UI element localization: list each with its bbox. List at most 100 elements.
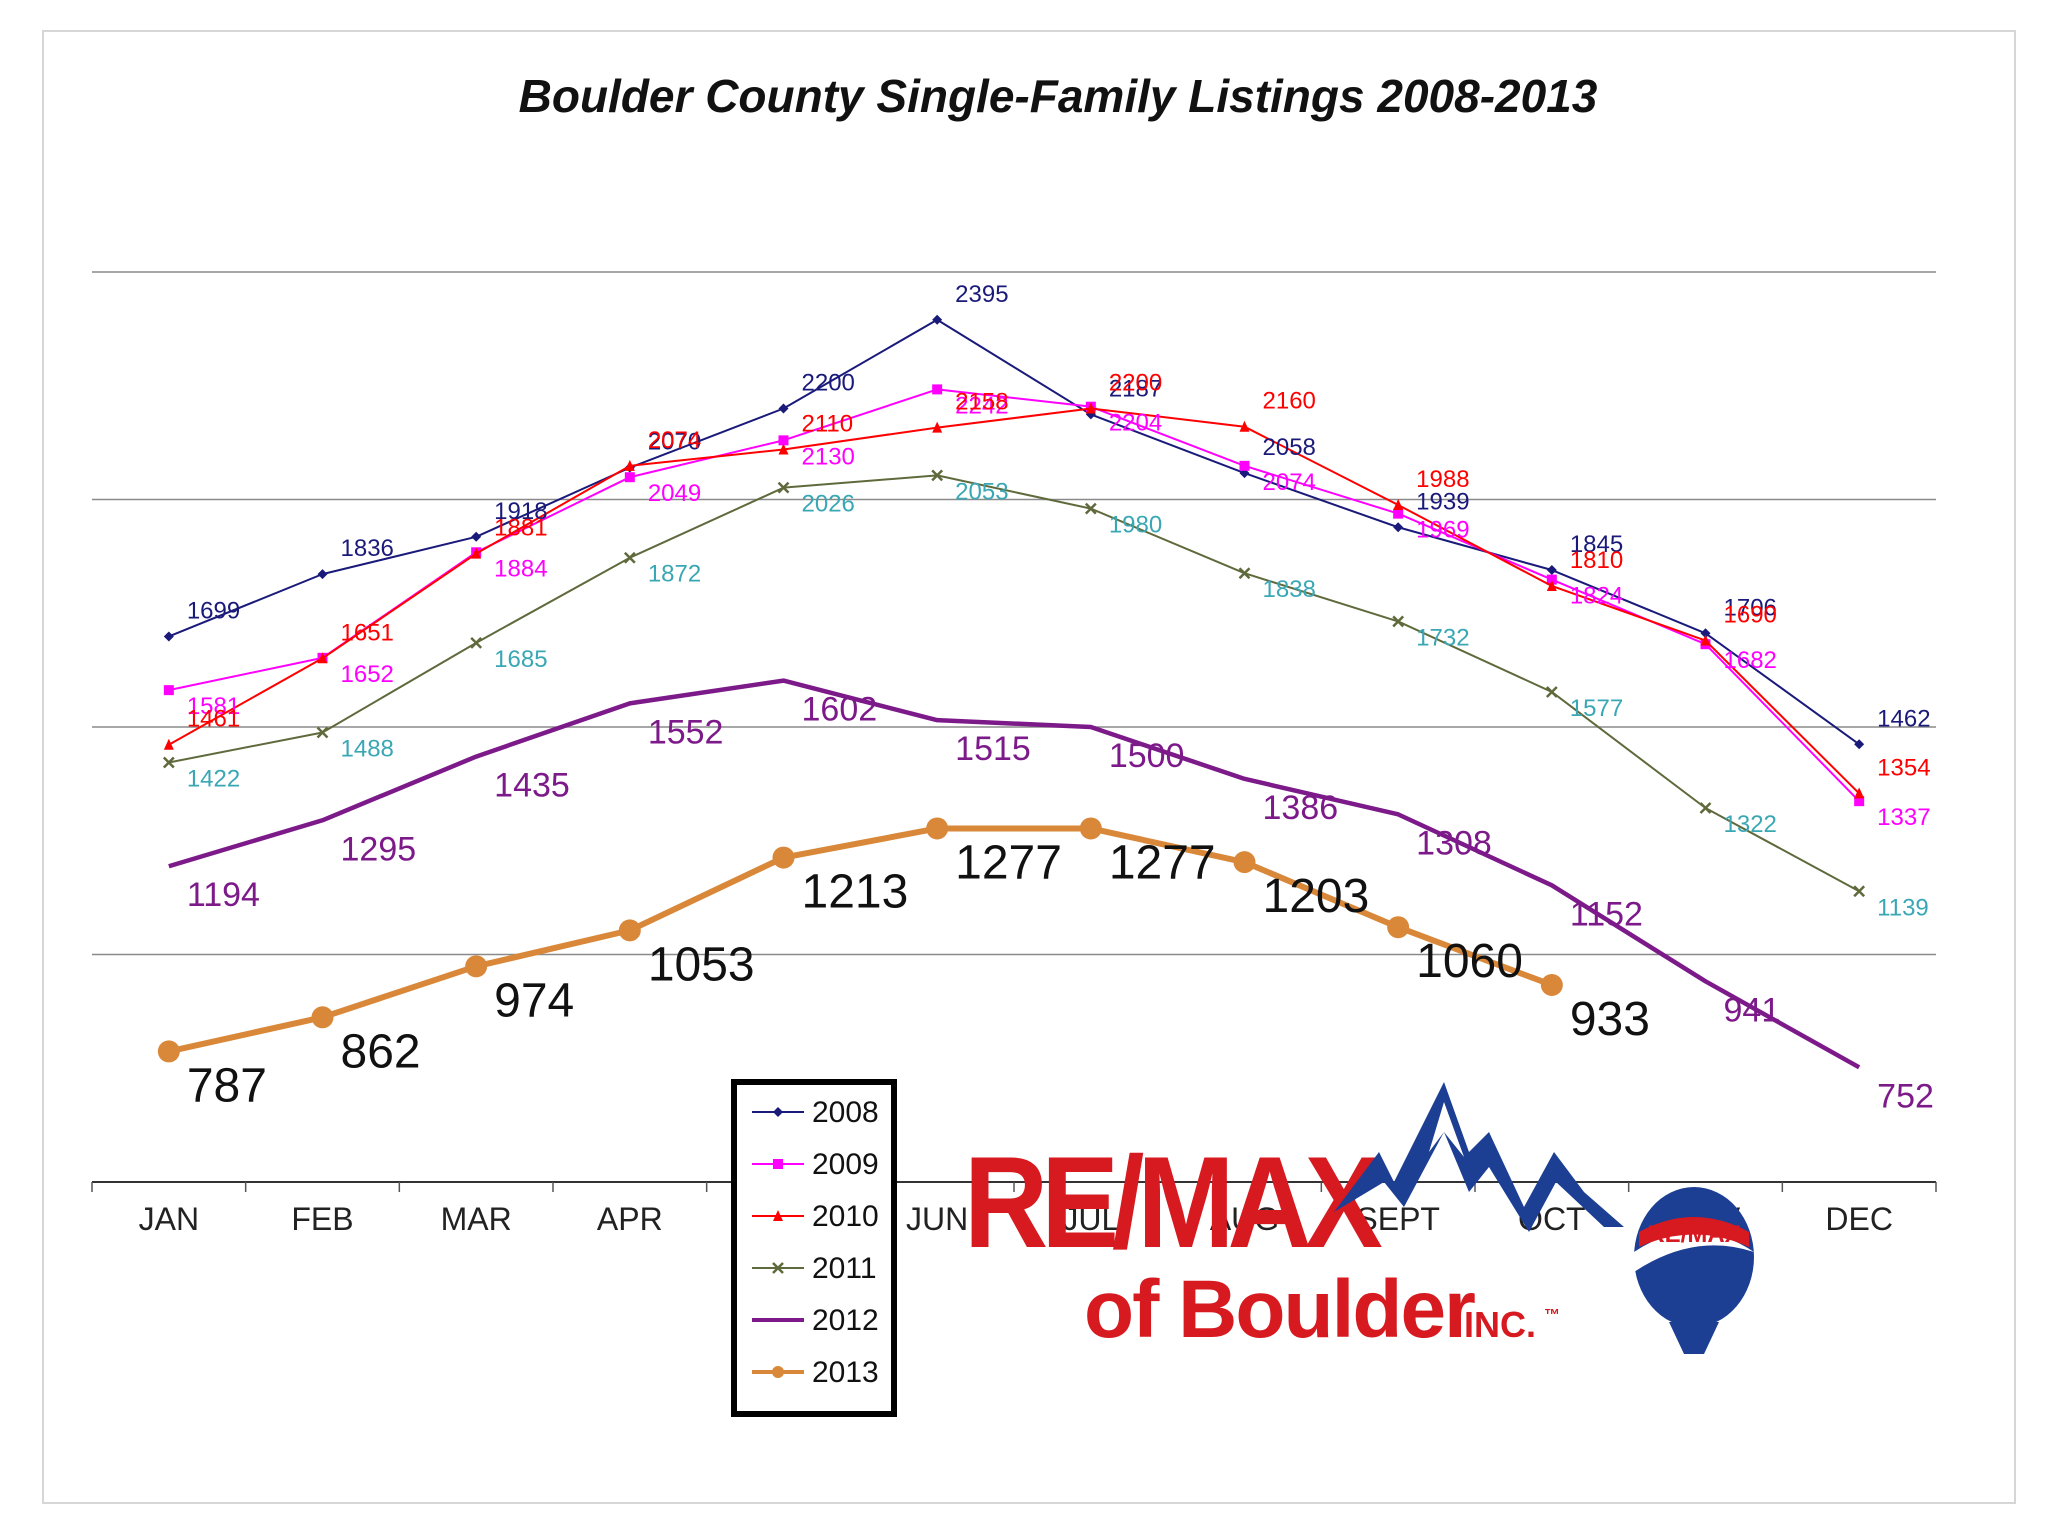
balloon-red-band-icon — [1639, 1217, 1749, 1247]
data-point-marker — [1854, 787, 1865, 799]
data-point-marker — [1084, 502, 1097, 515]
data-label: 1577 — [1570, 695, 1623, 722]
logo-trademark-text: ™ — [1544, 1307, 1560, 1324]
data-label: 1194 — [187, 876, 260, 914]
series-line — [168, 825, 1553, 1055]
data-point-marker — [624, 472, 635, 483]
data-label: 1810 — [1570, 547, 1623, 574]
legend-item: 2013 — [752, 1356, 879, 1389]
data-label: 1602 — [802, 691, 878, 729]
legend-item: 2012 — [752, 1304, 879, 1337]
x-tick-label: DEC — [1825, 1201, 1893, 1237]
data-label: 2130 — [802, 443, 855, 470]
data-point-marker — [772, 846, 795, 869]
line-chart: Boulder County Single-Family Listings 20… — [91, 70, 1937, 1417]
series-2010 — [163, 402, 1865, 799]
x-tick-label: MAR — [441, 1201, 512, 1237]
data-point-marker — [773, 1107, 783, 1117]
series-line — [168, 678, 1861, 1070]
data-label: 2158 — [955, 389, 1008, 416]
legend-label: 2008 — [812, 1096, 879, 1129]
data-label: 1652 — [341, 661, 394, 688]
data-point-marker — [1079, 817, 1102, 840]
data-labels: 1699 1836 1918 2070 2200 2395 2187 2058 1939 1845… — [187, 281, 1934, 1116]
data-point-marker — [778, 403, 789, 414]
data-label: 1988 — [1416, 466, 1469, 493]
gridlines — [92, 271, 1936, 956]
data-point-marker — [1853, 885, 1866, 898]
data-point-marker — [163, 685, 174, 696]
data-point-marker — [1854, 796, 1865, 807]
data-point-marker — [317, 652, 328, 664]
data-label: 941 — [1724, 991, 1781, 1029]
data-label: 1152 — [1570, 895, 1643, 933]
x-tick-label: SEPT — [1356, 1201, 1440, 1237]
x-tick-label: JAN — [139, 1201, 199, 1237]
data-point-marker — [1239, 420, 1250, 432]
legend: 2008 2009 2010 2011 2012 2013 — [731, 1079, 897, 1417]
data-label: 1053 — [648, 938, 755, 991]
data-label: 1462 — [1877, 705, 1930, 732]
legend-item: 2010 — [752, 1200, 879, 1233]
data-point-marker — [931, 469, 944, 482]
data-label: 2074 — [1263, 469, 1316, 496]
data-point-marker — [778, 435, 789, 446]
data-point-marker — [470, 636, 483, 649]
series-2013 — [157, 817, 1563, 1063]
data-point-marker — [1387, 916, 1410, 939]
data-point-marker — [1085, 402, 1096, 414]
data-label: 1836 — [341, 535, 394, 562]
data-point-marker — [926, 817, 949, 840]
balloon-band-icon — [1634, 1232, 1754, 1272]
legend-item: 2008 — [752, 1096, 879, 1129]
chart-title: Boulder County Single-Family Listings 20… — [519, 70, 1598, 122]
data-point-marker — [1393, 522, 1404, 533]
legend-label: 2012 — [812, 1304, 879, 1337]
data-point-marker — [932, 384, 943, 395]
data-label: 1515 — [955, 730, 1031, 768]
data-label: 2395 — [955, 281, 1008, 308]
data-label: 1461 — [187, 706, 240, 733]
data-label: 1060 — [1416, 935, 1523, 988]
data-label: 1295 — [341, 830, 417, 868]
legend-label: 2011 — [812, 1252, 877, 1285]
data-label: 1213 — [802, 866, 909, 919]
data-label: 1838 — [1263, 576, 1316, 603]
data-point-marker — [1699, 802, 1712, 814]
data-point-marker — [1393, 498, 1404, 510]
data-point-marker — [932, 314, 943, 325]
series-2011 — [162, 469, 1866, 898]
data-point-marker — [772, 1262, 784, 1274]
data-point-marker — [772, 1366, 784, 1378]
data-label: 2187 — [1109, 375, 1162, 402]
legend-label: 2013 — [812, 1356, 879, 1389]
data-label: 933 — [1570, 993, 1650, 1046]
data-label: 1354 — [1877, 754, 1930, 781]
series-line — [168, 388, 1860, 802]
data-point-marker — [773, 1210, 783, 1221]
data-point-marker — [1854, 739, 1865, 750]
data-label: 1980 — [1109, 512, 1162, 539]
data-label: 1277 — [955, 836, 1062, 889]
legend-label: 2010 — [812, 1200, 879, 1233]
series-line — [168, 318, 1860, 746]
data-point-marker — [1392, 615, 1405, 628]
data-label: 1322 — [1724, 811, 1777, 838]
data-point-marker — [618, 919, 641, 942]
data-point-marker — [623, 551, 636, 564]
data-point-marker — [317, 569, 328, 580]
x-tick-label: APR — [597, 1201, 663, 1237]
data-label: 2070 — [648, 429, 701, 456]
logo-suffix-text: INC. — [1464, 1304, 1536, 1345]
data-point-marker — [471, 547, 482, 559]
data-point-marker — [1546, 565, 1557, 576]
data-label: 1651 — [341, 619, 394, 646]
data-label: 1845 — [1570, 531, 1623, 558]
data-label: 1939 — [1416, 488, 1469, 515]
x-tick-label: JUL — [1062, 1201, 1119, 1237]
data-label: 1732 — [1416, 624, 1469, 651]
x-tick-label: FEB — [291, 1201, 353, 1237]
data-label: 1706 — [1724, 594, 1777, 621]
data-point-marker — [162, 756, 175, 769]
data-label: 2204 — [1109, 410, 1162, 437]
